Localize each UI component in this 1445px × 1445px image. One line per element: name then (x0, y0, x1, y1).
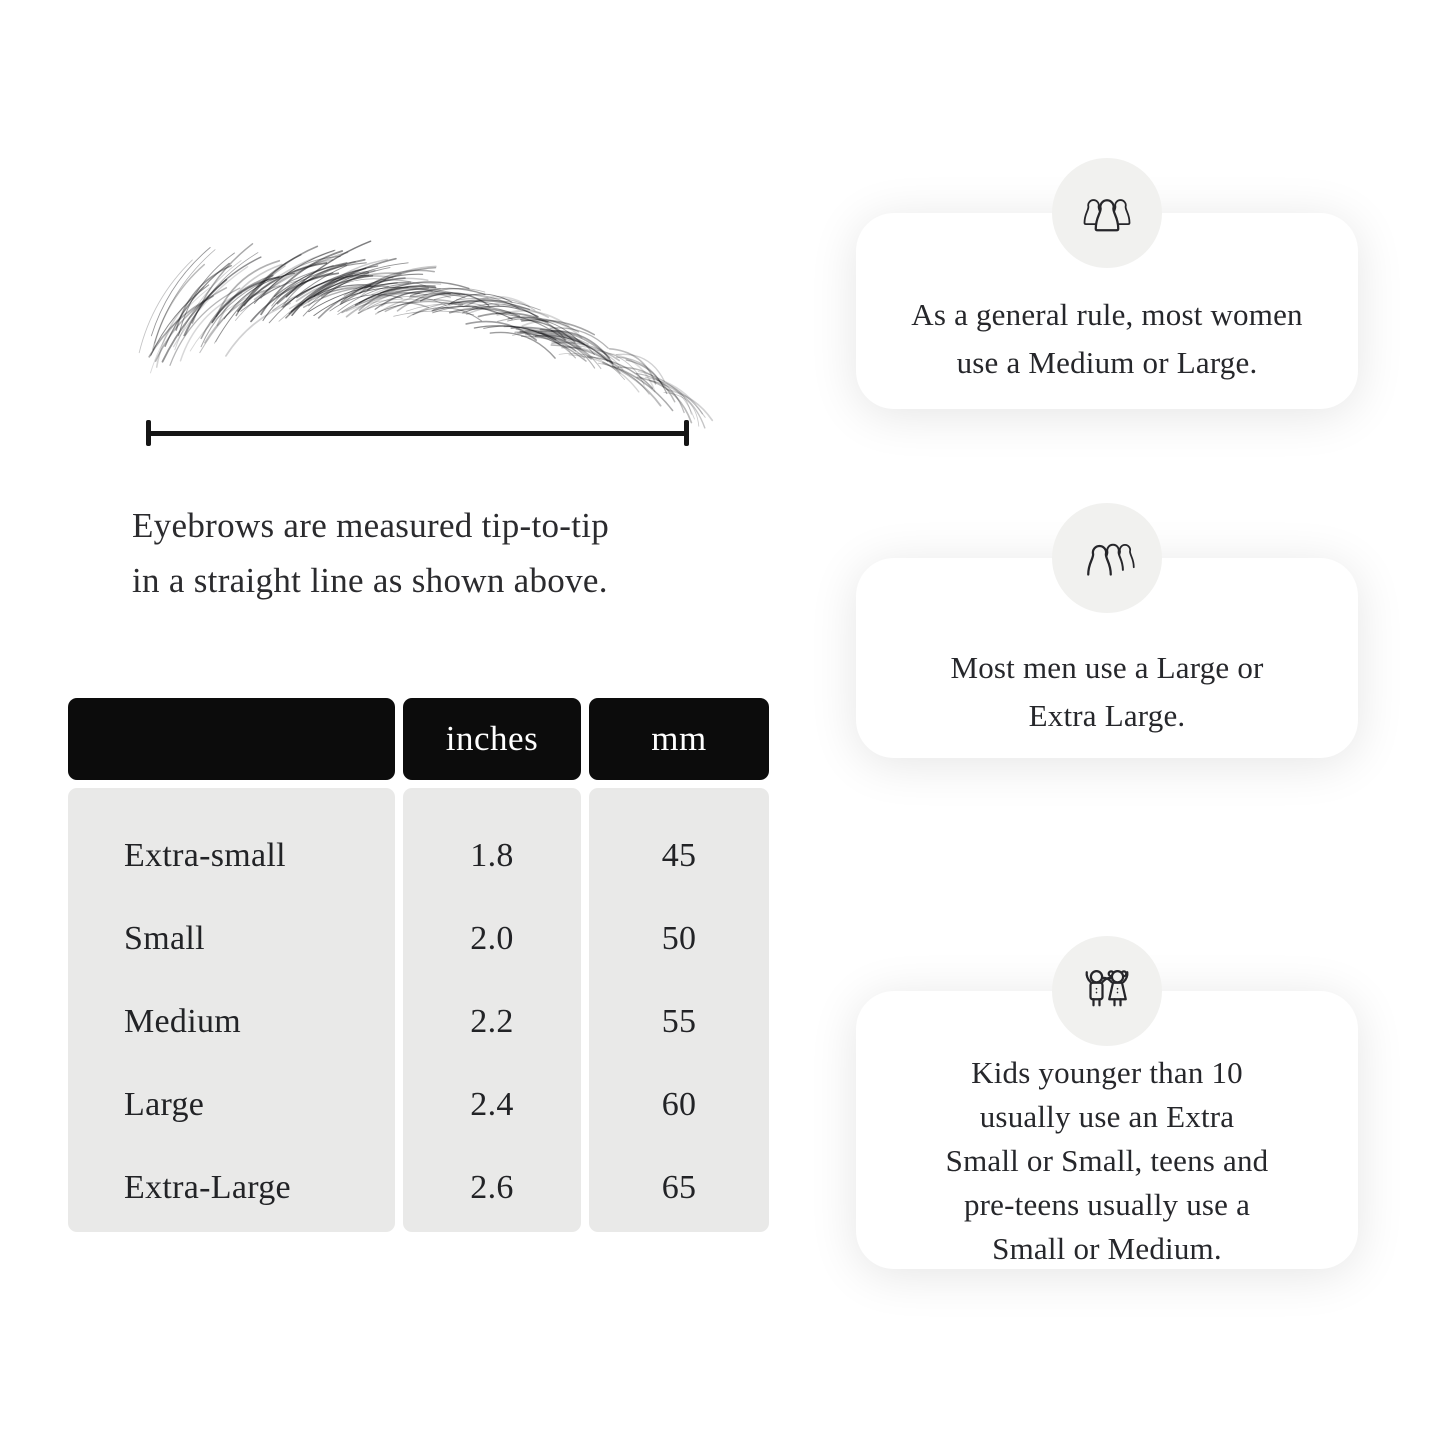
kids-icon (1085, 970, 1129, 1007)
size-label: Extra-Large (124, 1168, 291, 1206)
mm-column: 45 50 55 60 65 (589, 788, 769, 1232)
size-label-column: Extra-small Small Medium Large Extra-Lar… (68, 788, 395, 1232)
inches-value: 2.0 (470, 919, 514, 957)
mm-value: 45 (661, 836, 697, 874)
size-table-body: Extra-small Small Medium Large Extra-Lar… (68, 788, 769, 1232)
inches-column: 1.8 2.0 2.2 2.4 2.6 (403, 788, 581, 1232)
inches-value: 2.4 (470, 1085, 514, 1123)
size-label: Large (124, 1085, 205, 1123)
women-note-text: As a general rule, most women use a Mediu… (911, 297, 1303, 380)
eyebrow-sketch (122, 225, 714, 429)
size-label: Extra-small (124, 836, 286, 874)
men-note-card: Most men use a Large or Extra Large. (856, 503, 1358, 758)
header-cell-mm: mm (589, 698, 769, 780)
kids-note-text: Kids younger than 10 usually use an Extra… (945, 1055, 1269, 1266)
men-note-text: Most men use a Large or Extra Large. (950, 650, 1264, 733)
inches-value: 1.8 (470, 836, 514, 874)
women-note-card: As a general rule, most women use a Mediu… (856, 158, 1358, 409)
mm-value: 55 (661, 1002, 697, 1040)
size-label: Medium (124, 1002, 242, 1040)
kids-note-card: Kids younger than 10 usually use an Extra… (856, 936, 1358, 1269)
kids-icon-circle (1052, 936, 1162, 1046)
measurement-line (146, 420, 689, 446)
men-icon-circle (1052, 503, 1162, 613)
men-group-icon (1087, 543, 1135, 576)
women-icon-circle (1052, 158, 1162, 268)
women-group-icon (1083, 199, 1131, 232)
eyebrow-sketch-svg (138, 240, 714, 429)
figure-caption: Eyebrows are measured tip-to-tip in a str… (132, 506, 610, 600)
header-cell-blank (68, 698, 395, 780)
header-cell-inches: inches (403, 698, 581, 780)
mm-value: 50 (661, 919, 697, 957)
mm-value: 60 (661, 1085, 697, 1123)
mm-value: 65 (661, 1168, 697, 1206)
measurement-tick-right (684, 420, 689, 446)
measurement-bar (146, 431, 689, 436)
inches-value: 2.6 (470, 1168, 514, 1206)
size-label: Small (124, 919, 205, 957)
size-table: inches mm Extra-small Small Medium Large… (68, 698, 769, 1232)
inches-value: 2.2 (470, 1002, 514, 1040)
size-table-header-row: inches mm (68, 698, 769, 780)
